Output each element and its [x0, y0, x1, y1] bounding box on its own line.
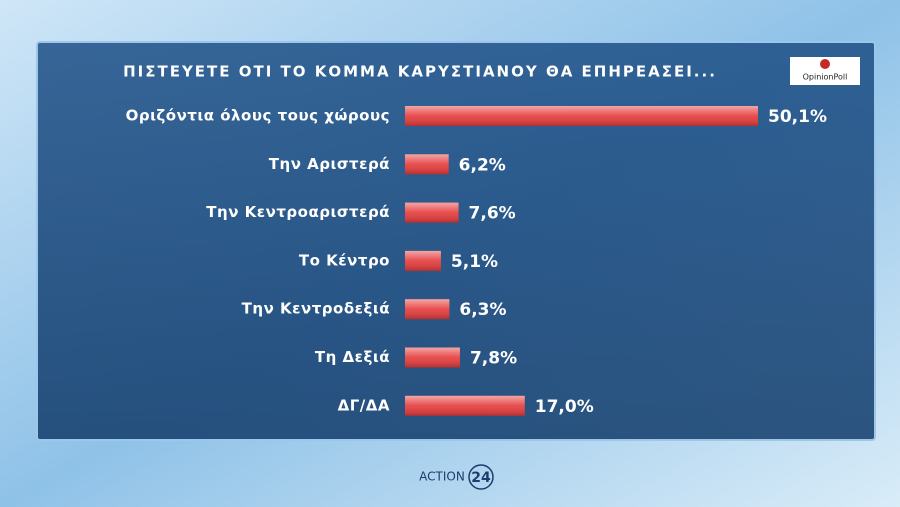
bar-shine — [405, 154, 449, 175]
value-label: 6,3% — [459, 300, 506, 320]
value-label: 5,1% — [451, 252, 498, 272]
value-label: 7,8% — [470, 349, 517, 369]
category-label: Την Κεντροδεξιά — [242, 300, 390, 318]
value-label: 7,6% — [469, 204, 516, 224]
category-label: Τη Δεξιά — [315, 348, 390, 366]
source-logo-icon — [820, 59, 830, 69]
category-label: Την Κεντροαριστερά — [206, 203, 390, 221]
value-label: 17,0% — [535, 397, 594, 417]
bar-shine — [405, 299, 450, 320]
source-logo: OpinionPoll — [803, 73, 848, 82]
channel-number: 24 — [471, 470, 491, 486]
category-label: Οριζόντια όλους τους χώρους — [126, 107, 390, 125]
category-label: Το Κέντρο — [299, 251, 390, 269]
bar-shine — [405, 106, 758, 126]
bar-shine — [405, 202, 459, 223]
value-label: 6,2% — [459, 155, 506, 175]
chart-title: ΠΙΣΤΕΥΕΤΕ ΟΤΙ ΤΟ ΚΟΜΜΑ ΚΑΡΥΣΤΙΑΝΟΥ ΘΑ ΕΠ… — [123, 63, 717, 81]
value-label: 50,1% — [768, 107, 827, 127]
panel — [36, 41, 876, 441]
bar-shine — [405, 250, 441, 271]
channel-logo-ring — [468, 464, 494, 490]
bar-shine — [405, 395, 525, 416]
bar-shine — [405, 347, 460, 368]
channel-logo: ACTION — [419, 470, 465, 484]
category-label: Την Αριστερά — [269, 155, 390, 173]
category-label: ΔΓ/ΔΑ — [338, 396, 390, 414]
